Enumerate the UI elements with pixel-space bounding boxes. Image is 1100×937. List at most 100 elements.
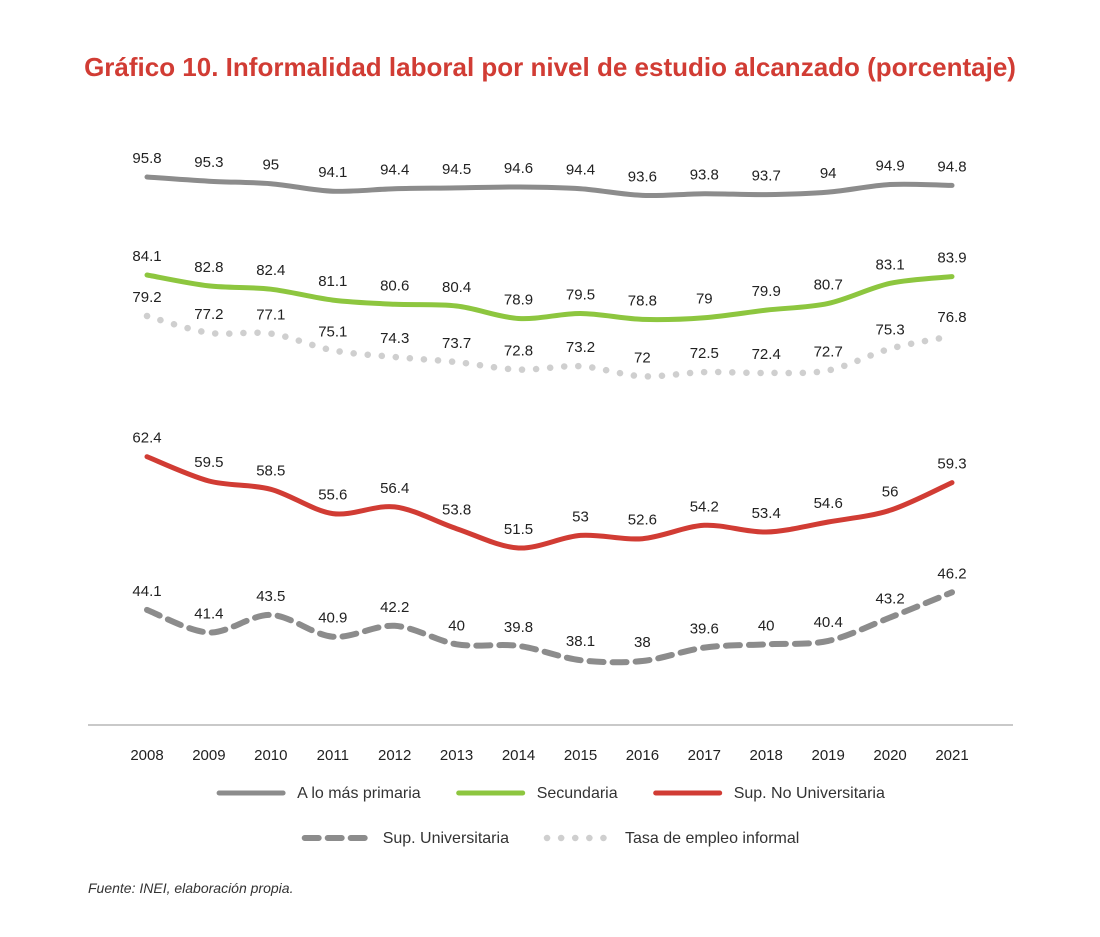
data-label: 94.9 (875, 158, 904, 175)
data-label: 42.2 (380, 599, 409, 616)
data-label: 79.5 (566, 287, 595, 304)
series-layer (143, 174, 956, 666)
data-label: 53.4 (752, 505, 781, 522)
data-label: 43.2 (875, 591, 904, 608)
legend-label: Sup. No Universitaria (734, 785, 885, 802)
data-label: 95 (262, 157, 279, 174)
data-label: 94.4 (380, 162, 409, 179)
x-tick-label: 2017 (688, 747, 721, 764)
series-line-2 (144, 272, 955, 323)
x-tick-label: 2018 (750, 747, 783, 764)
data-label: 52.6 (628, 512, 657, 529)
data-label: 40.9 (318, 610, 347, 627)
data-label: 79 (696, 291, 713, 308)
data-label: 38.1 (566, 633, 595, 650)
series-line-1 (144, 174, 955, 199)
x-tick-label: 2008 (130, 747, 163, 764)
data-label: 94.1 (318, 164, 347, 181)
data-label: 80.7 (814, 276, 843, 293)
data-label: 93.8 (690, 167, 719, 184)
legend-item: Sup. No Universitaria (653, 785, 885, 802)
data-label: 40 (758, 617, 775, 634)
data-label: 56 (882, 483, 899, 500)
data-label: 77.2 (194, 306, 223, 323)
data-label: 75.1 (318, 323, 347, 340)
data-label: 43.5 (256, 588, 285, 605)
data-label: 39.8 (504, 619, 533, 636)
data-label: 56.4 (380, 480, 409, 497)
data-label: 83.9 (937, 250, 966, 267)
series-line-4 (144, 589, 955, 666)
data-label: 54.6 (814, 495, 843, 512)
x-tick-label: 2012 (378, 747, 411, 764)
data-label: 73.2 (566, 339, 595, 356)
x-tick-label: 2014 (502, 747, 535, 764)
data-label: 94 (820, 165, 837, 182)
data-label: 75.3 (875, 322, 904, 339)
x-tick-label: 2011 (317, 747, 349, 764)
data-label: 59.3 (937, 456, 966, 473)
data-label: 59.5 (194, 454, 223, 471)
data-label: 95.3 (194, 154, 223, 171)
data-label: 93.7 (752, 168, 781, 185)
data-label: 94.4 (566, 162, 595, 179)
x-tick-label: 2010 (254, 747, 287, 764)
data-label: 79.9 (752, 283, 781, 300)
chart-title: Gráfico 10. Informalidad laboral por niv… (84, 52, 1016, 82)
data-label: 82.4 (256, 262, 285, 279)
data-labels-layer: 95.8 95.3 95 94.1 94.4 94.5 94.6 94.4 93.6 93.8 93… (132, 150, 966, 651)
data-label: 95.8 (132, 150, 161, 167)
data-label: 94.5 (442, 161, 471, 178)
data-label: 81.1 (318, 273, 347, 290)
data-label: 38 (634, 634, 651, 651)
data-label: 40.4 (814, 614, 843, 631)
x-tick-label: 2016 (626, 747, 659, 764)
x-tick-label: 2009 (192, 747, 225, 764)
data-label: 72.4 (752, 346, 781, 363)
data-label: 78.9 (504, 292, 533, 309)
data-label: 76.8 (937, 309, 966, 326)
data-label: 80.6 (380, 277, 409, 294)
legend-label: A lo más primaria (297, 785, 421, 802)
data-label: 53 (572, 508, 589, 525)
series-line-5 (143, 312, 956, 380)
data-label: 94.8 (937, 158, 966, 175)
legend-item: Tasa de empleo informal (543, 830, 799, 847)
data-label: 55.6 (318, 487, 347, 504)
x-tick-label: 2021 (935, 747, 968, 764)
data-label: 72.5 (690, 345, 719, 362)
x-tick-label: 2015 (564, 747, 597, 764)
data-label: 72.7 (814, 343, 843, 360)
data-label: 83.1 (875, 256, 904, 273)
data-label: 72.8 (504, 343, 533, 360)
x-axis-ticks: 2008 2009 2010 2011 2012 2013 2014 2015 2016 2017… (130, 747, 968, 764)
legend-label: Tasa de empleo informal (625, 830, 799, 847)
data-label: 44.1 (132, 583, 161, 600)
legend-item: Secundaria (456, 785, 618, 802)
data-label: 46.2 (937, 565, 966, 582)
data-label: 51.5 (504, 521, 533, 538)
series-line-3 (144, 454, 955, 551)
data-label: 80.4 (442, 279, 471, 296)
data-label: 54.2 (690, 498, 719, 515)
legend-label: Sup. Universitaria (383, 830, 509, 847)
data-label: 40 (448, 617, 465, 634)
data-label: 94.6 (504, 160, 533, 177)
data-label: 53.8 (442, 502, 471, 519)
data-label: 78.8 (628, 292, 657, 309)
legend-item: Sup. Universitaria (301, 830, 509, 847)
x-tick-label: 2020 (873, 747, 906, 764)
data-label: 73.7 (442, 335, 471, 352)
legend-item: A lo más primaria (216, 785, 421, 802)
legend: A lo más primaria Secundaria Sup. No Unive… (216, 785, 885, 847)
data-label: 93.6 (628, 168, 657, 185)
data-label: 62.4 (132, 430, 161, 447)
data-label: 79.2 (132, 289, 161, 306)
data-label: 84.1 (132, 248, 161, 265)
data-label: 39.6 (690, 621, 719, 638)
x-tick-label: 2019 (812, 747, 845, 764)
data-label: 82.8 (194, 259, 223, 276)
data-label: 41.4 (194, 606, 223, 623)
data-label: 74.3 (380, 330, 409, 347)
